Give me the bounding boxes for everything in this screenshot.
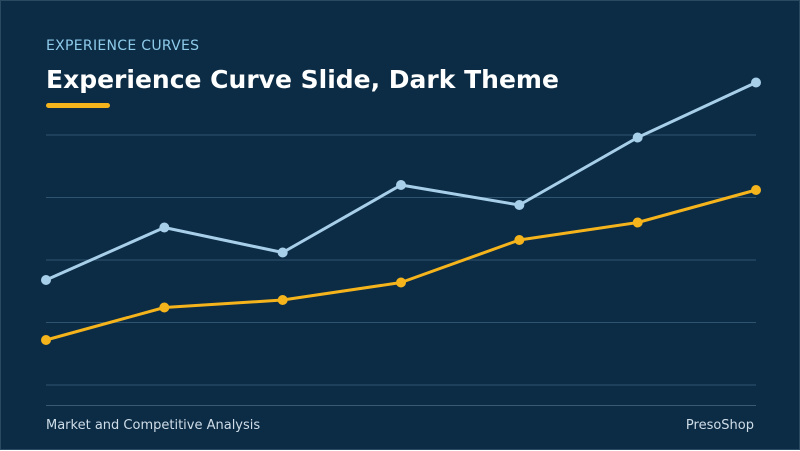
footer-brand: PresoShop <box>685 418 754 433</box>
series-1-point-1 <box>41 275 51 285</box>
slide-eyebrow: EXPERIENCE CURVES <box>46 38 200 54</box>
series-1-point-6 <box>632 132 643 143</box>
series-2-point-4 <box>396 277 406 288</box>
series-2-point-6 <box>632 217 643 228</box>
series-line-2 <box>45 188 757 342</box>
series-1-point-7 <box>751 77 761 88</box>
series-2-point-2 <box>159 302 170 313</box>
series-2-point-5 <box>514 235 525 245</box>
footer-section-label: Market and Competitive Analysis <box>46 418 261 433</box>
slide-title: Experience Curve Slide, Dark Theme <box>46 65 559 94</box>
title-underline <box>46 103 110 108</box>
series-1-point-3 <box>277 247 288 258</box>
series-2-point-7 <box>751 185 761 195</box>
series-1-point-2 <box>159 222 170 233</box>
footer-divider <box>46 405 756 406</box>
series-1-point-4 <box>396 180 406 190</box>
series-1-point-5 <box>514 200 525 210</box>
series-2-point-3 <box>277 295 288 305</box>
series-2-point-1 <box>41 335 51 345</box>
